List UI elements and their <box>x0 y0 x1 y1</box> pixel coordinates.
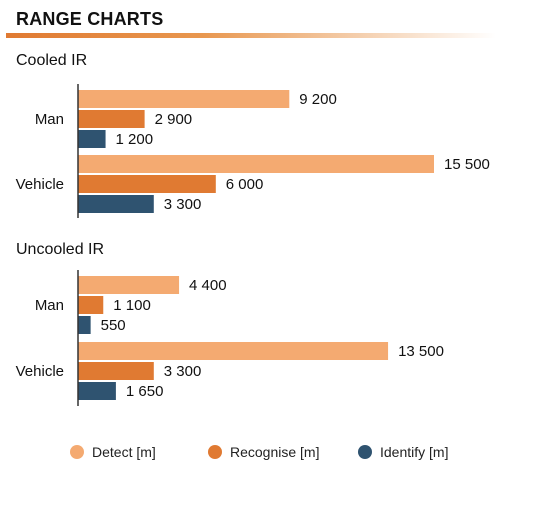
category-label-cooled-man: Man <box>35 111 64 128</box>
category-label-cooled-vehicle: Vehicle <box>16 176 64 193</box>
legend-label-detect: Detect [m] <box>92 444 156 460</box>
data-label-cooled-man-recognise: 2 900 <box>155 111 193 128</box>
chart-legend: Detect [m] Recognise [m] Identify [m] <box>0 444 546 466</box>
bar-cooled-man-detect <box>78 90 290 108</box>
legend-label-identify: Identify [m] <box>380 444 449 460</box>
bar-cooled-vehicle-identify <box>78 195 154 213</box>
data-label-uncooled-vehicle-identify: 1 650 <box>126 383 164 400</box>
data-label-uncooled-vehicle-recognise: 3 300 <box>164 363 202 380</box>
bar-uncooled-man-recognise <box>78 296 104 314</box>
legend-swatch-identify <box>358 445 372 459</box>
category-label-uncooled-man: Man <box>35 297 64 314</box>
data-label-cooled-vehicle-detect: 15 500 <box>444 156 490 173</box>
panel-title-cooled: Cooled IR <box>16 52 87 69</box>
bar-uncooled-vehicle-recognise <box>78 362 154 380</box>
category-label-uncooled-vehicle: Vehicle <box>16 363 64 380</box>
data-label-cooled-man-identify: 1 200 <box>116 131 154 148</box>
bar-cooled-man-identify <box>78 130 106 148</box>
data-label-uncooled-man-identify: 550 <box>101 317 126 334</box>
data-label-cooled-vehicle-recognise: 6 000 <box>226 176 264 193</box>
page-title: RANGE CHARTS <box>16 9 164 29</box>
data-label-uncooled-vehicle-detect: 13 500 <box>398 343 444 360</box>
bar-uncooled-man-detect <box>78 276 180 294</box>
bar-cooled-vehicle-recognise <box>78 175 216 193</box>
legend-label-recognise: Recognise [m] <box>230 444 320 460</box>
data-label-cooled-vehicle-identify: 3 300 <box>164 196 202 213</box>
legend-item-recognise: Recognise [m] <box>208 444 319 460</box>
bar-uncooled-vehicle-detect <box>78 342 389 360</box>
data-label-uncooled-man-detect: 4 400 <box>189 277 227 294</box>
bar-uncooled-vehicle-identify <box>78 382 116 400</box>
bar-uncooled-man-identify <box>78 316 91 334</box>
legend-item-identify: Identify [m] <box>358 444 448 460</box>
bar-cooled-vehicle-detect <box>78 155 434 173</box>
panel-title-uncooled: Uncooled IR <box>16 241 104 258</box>
bar-cooled-man-recognise <box>78 110 145 128</box>
legend-item-detect: Detect [m] <box>70 444 156 460</box>
legend-swatch-recognise <box>208 445 222 459</box>
legend-swatch-detect <box>70 445 84 459</box>
data-label-uncooled-man-recognise: 1 100 <box>113 297 151 314</box>
data-label-cooled-man-detect: 9 200 <box>299 91 337 108</box>
title-underline <box>6 33 496 38</box>
